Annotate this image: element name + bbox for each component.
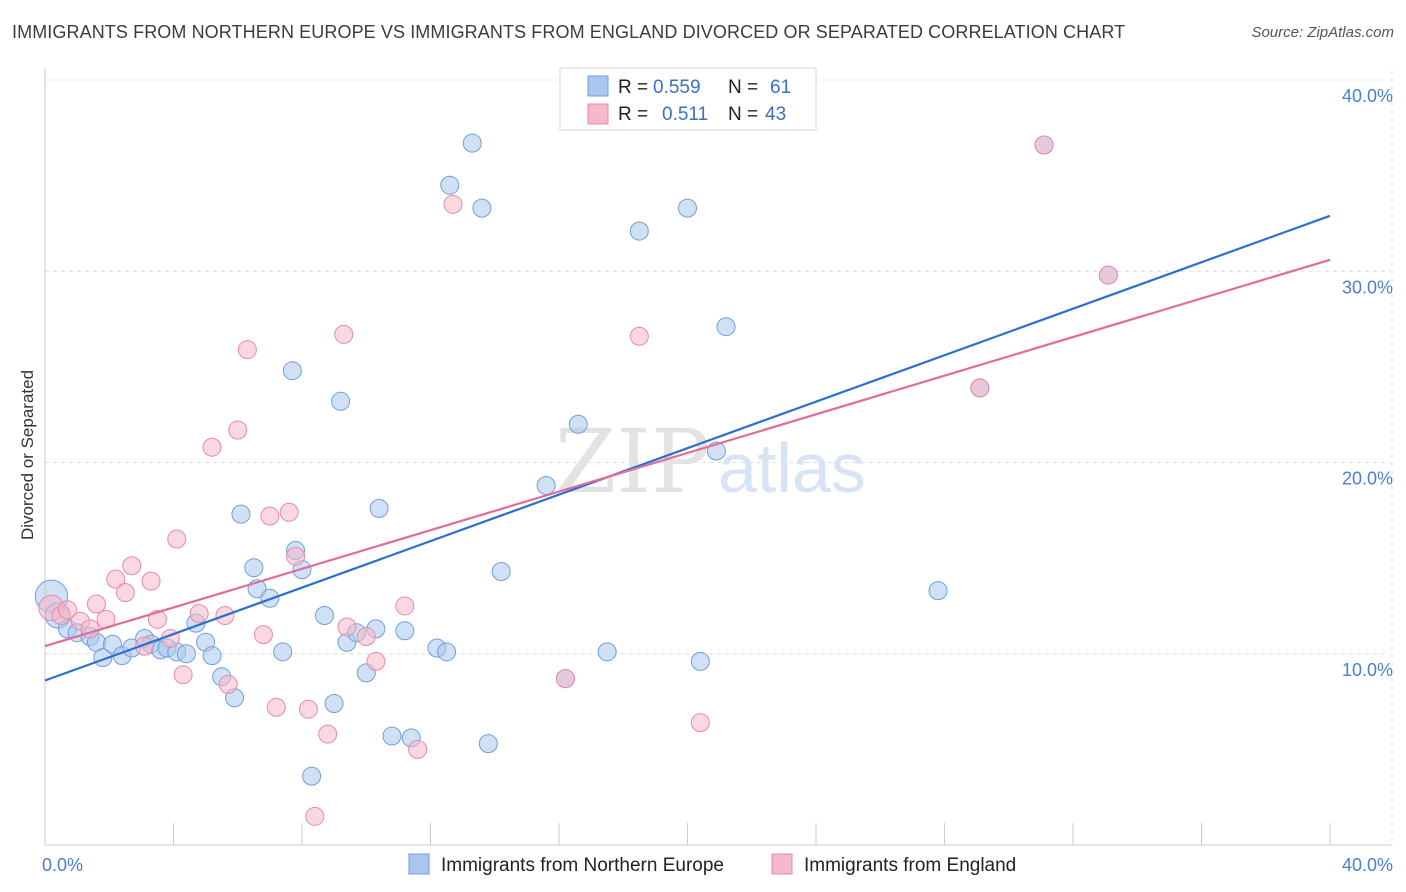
legend-n-label-1: N = [728, 77, 758, 98]
point-pink-40 [970, 378, 990, 398]
point-pink-36 [443, 194, 463, 214]
point-pink-38 [629, 326, 649, 346]
point-blue-39 [395, 621, 415, 641]
x-tick-label-40: 40.0% [1342, 855, 1393, 875]
point-pink-30 [334, 324, 354, 344]
point-blue-44 [462, 133, 482, 153]
point-blue-48 [536, 475, 556, 495]
point-blue-15 [176, 644, 196, 664]
point-pink-34 [395, 596, 415, 616]
legend-n-label-2: N = [728, 104, 758, 125]
point-blue-45 [472, 198, 492, 218]
tick-labels: 10.0% 20.0% 30.0% 40.0% 0.0% 40.0% [42, 86, 1393, 875]
series-swatch-england [771, 853, 793, 875]
series-swatch-northern-europe [408, 853, 430, 875]
point-pink-12 [147, 609, 167, 629]
point-pink-29 [318, 724, 338, 744]
point-blue-54 [690, 651, 710, 671]
point-pink-22 [253, 625, 273, 645]
point-blue-52 [629, 221, 649, 241]
watermark-atlas: atlas [718, 429, 866, 507]
point-blue-32 [331, 391, 351, 411]
point-pink-21 [237, 340, 257, 360]
legend-n-value-1: 61 [770, 77, 791, 98]
point-pink-15 [173, 665, 193, 685]
point-pink-35 [408, 739, 428, 759]
point-blue-47 [491, 562, 511, 582]
point-pink-7 [106, 569, 126, 589]
point-blue-46 [478, 734, 498, 754]
point-pink-9 [122, 556, 142, 576]
point-blue-25 [273, 642, 293, 662]
x-tick-label-0: 0.0% [42, 855, 83, 875]
point-pink-42 [1098, 265, 1118, 285]
point-pink-28 [305, 806, 325, 826]
point-pink-27 [298, 699, 318, 719]
point-pink-31 [337, 617, 357, 637]
point-blue-18 [202, 646, 222, 666]
point-blue-38 [382, 726, 402, 746]
point-pink-10 [135, 636, 155, 656]
y-tick-label-10: 10.0% [1342, 660, 1393, 680]
legend-r-label-2: R = [618, 104, 648, 125]
point-pink-24 [266, 697, 286, 717]
point-pink-5 [86, 594, 106, 614]
series-legend: Immigrants from Northern Europe Immigran… [408, 853, 1016, 876]
point-blue-37 [369, 498, 389, 518]
series-label-northern-europe: Immigrants from Northern Europe [441, 855, 724, 876]
point-blue-53 [678, 198, 697, 218]
point-blue-30 [314, 606, 334, 625]
source-credit: Source: ZipAtlas.com [1251, 24, 1394, 41]
point-pink-37 [555, 669, 575, 689]
correlation-legend: R = 0.559 N = 61 R = 0.511 N = 43 [559, 67, 817, 131]
point-blue-56 [716, 317, 736, 337]
point-blue-43 [440, 175, 460, 195]
point-pink-20 [228, 420, 248, 440]
point-pink-32 [356, 627, 376, 647]
point-pink-41 [1034, 135, 1054, 155]
series-label-england: Immigrants from England [804, 855, 1016, 876]
point-pink-19 [218, 674, 238, 694]
y-axis-label: Divorced or Separated [18, 370, 37, 540]
point-blue-50 [568, 414, 588, 434]
data-points [34, 133, 1118, 826]
point-pink-16 [189, 604, 209, 624]
point-pink-11 [141, 571, 161, 591]
legend-n-value-2: 43 [765, 104, 786, 125]
legend-r-label-1: R = [618, 77, 648, 98]
legend-r-value-1: 0.559 [653, 77, 701, 98]
point-blue-57 [928, 581, 948, 601]
point-pink-23 [260, 506, 280, 526]
y-tick-label-20: 20.0% [1342, 469, 1393, 489]
point-pink-25 [279, 502, 299, 522]
point-blue-21 [231, 504, 251, 524]
point-pink-39 [690, 713, 710, 733]
axes [44, 68, 1392, 846]
trend-lines [44, 214, 1331, 682]
trend-line-blue [44, 214, 1331, 682]
point-pink-26 [286, 546, 306, 566]
point-blue-22 [244, 558, 264, 578]
zipatlas-watermark: ZIP atlas [555, 410, 866, 513]
trend-line-pink [44, 258, 1331, 648]
point-pink-17 [202, 437, 222, 457]
point-blue-26 [282, 361, 302, 381]
point-blue-29 [302, 766, 322, 786]
y-tick-label-30: 30.0% [1342, 277, 1393, 297]
point-pink-33 [366, 651, 386, 671]
point-pink-2 [57, 600, 77, 620]
chart-title: IMMIGRANTS FROM NORTHERN EUROPE VS IMMIG… [12, 22, 1126, 42]
y-tick-label-40: 40.0% [1342, 86, 1393, 106]
point-blue-51 [597, 642, 617, 662]
point-blue-42 [437, 642, 457, 662]
point-blue-31 [324, 693, 344, 713]
point-pink-8 [115, 583, 135, 603]
legend-r-value-2: 0.511 [662, 104, 708, 125]
legend-swatch-pink [587, 103, 609, 125]
legend-swatch-blue [587, 75, 609, 97]
gridlines [45, 70, 1393, 845]
point-pink-14 [167, 529, 187, 549]
